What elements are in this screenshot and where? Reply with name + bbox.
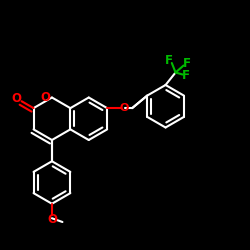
- Text: F: F: [165, 54, 173, 68]
- Text: O: O: [119, 103, 128, 113]
- Text: O: O: [47, 213, 57, 226]
- Text: O: O: [12, 92, 22, 105]
- Text: O: O: [41, 91, 51, 104]
- Text: F: F: [182, 69, 190, 82]
- Text: F: F: [182, 57, 190, 70]
